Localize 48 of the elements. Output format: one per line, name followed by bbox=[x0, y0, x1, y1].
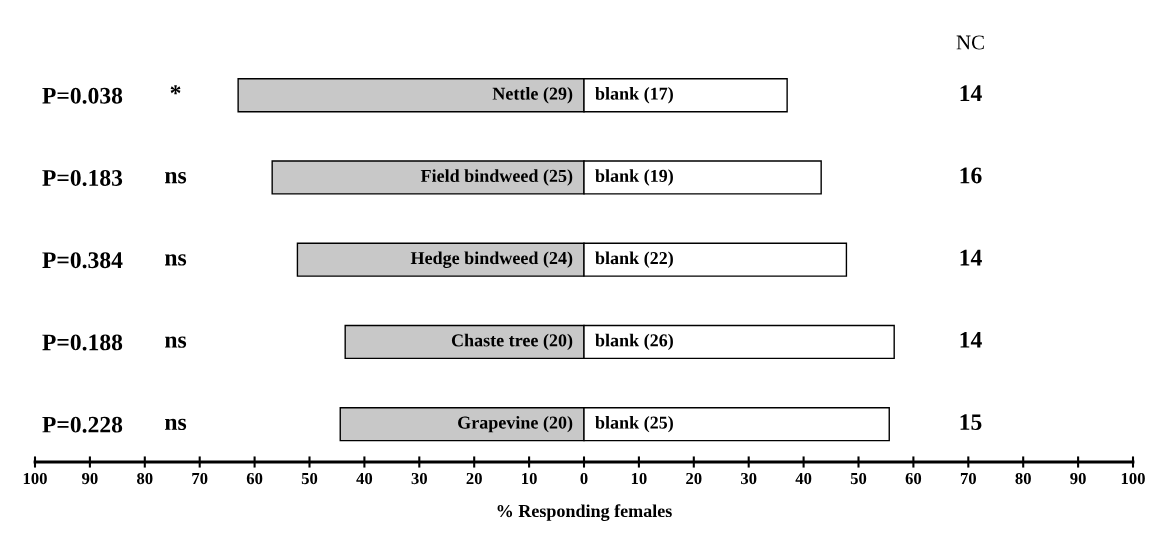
x-tick-label: 40 bbox=[795, 472, 812, 485]
annotation: Hedge bindweed (24) bbox=[410, 251, 573, 268]
text: NC bbox=[956, 35, 984, 50]
x-tick-label: 90 bbox=[1070, 472, 1086, 485]
x-tick-label: 80 bbox=[137, 472, 153, 485]
x-tick-label: 50 bbox=[850, 472, 867, 485]
annotation: 14 bbox=[960, 85, 982, 101]
annotation: Grapevine (20) bbox=[458, 415, 573, 433]
annotation: blank (22) bbox=[595, 251, 673, 268]
y-tick-label: P=0.183 bbox=[42, 169, 123, 186]
annotation: ns bbox=[165, 254, 187, 266]
x-tick-label: 0 bbox=[580, 472, 588, 485]
x-tick-label: 30 bbox=[740, 472, 757, 485]
annotation: 15 bbox=[960, 414, 982, 431]
annotation: ns bbox=[165, 336, 187, 348]
x-tick-label: 10 bbox=[522, 472, 537, 485]
x-tick-label: 100 bbox=[1121, 472, 1145, 485]
x-tick-label: 70 bbox=[960, 472, 976, 485]
annotation: 14 bbox=[960, 332, 982, 348]
x-tick-label: 30 bbox=[411, 472, 427, 485]
annotation: blank (25) bbox=[595, 415, 673, 433]
y-tick-label: P=0.038 bbox=[42, 87, 123, 104]
annotation: ns bbox=[165, 418, 187, 431]
x-tick-label: 10 bbox=[631, 472, 647, 485]
annotation: blank (19) bbox=[595, 169, 673, 186]
x-tick-label: 20 bbox=[466, 472, 482, 485]
y-tick-label: P=0.188 bbox=[42, 334, 123, 351]
y-tick-label: P=0.228 bbox=[42, 416, 123, 433]
x-tick-label: 50 bbox=[301, 472, 318, 485]
annotation: Field bindweed (25) bbox=[420, 169, 573, 186]
annotation: Chaste tree (20) bbox=[451, 333, 573, 351]
x-tick-label: 70 bbox=[192, 472, 208, 485]
x-tick-label: 90 bbox=[82, 472, 98, 485]
annotation: 14 bbox=[960, 249, 982, 266]
x-axis-title: % Responding females bbox=[497, 504, 672, 521]
annotation: Nettle (29) bbox=[492, 87, 573, 104]
annotation: blank (26) bbox=[595, 333, 673, 351]
x-tick-label: 80 bbox=[1015, 472, 1031, 485]
x-tick-label: 60 bbox=[246, 472, 263, 485]
x-tick-label: 100 bbox=[23, 472, 47, 485]
y-tick-label: P=0.384 bbox=[42, 252, 123, 269]
x-tick-label: 60 bbox=[905, 472, 922, 485]
annotation: 16 bbox=[960, 167, 982, 184]
annotation: ns bbox=[165, 172, 187, 184]
annotation: * bbox=[170, 85, 181, 95]
x-tick-label: 40 bbox=[356, 472, 373, 485]
annotation: blank (17) bbox=[595, 87, 673, 104]
x-tick-label: 20 bbox=[686, 472, 702, 485]
